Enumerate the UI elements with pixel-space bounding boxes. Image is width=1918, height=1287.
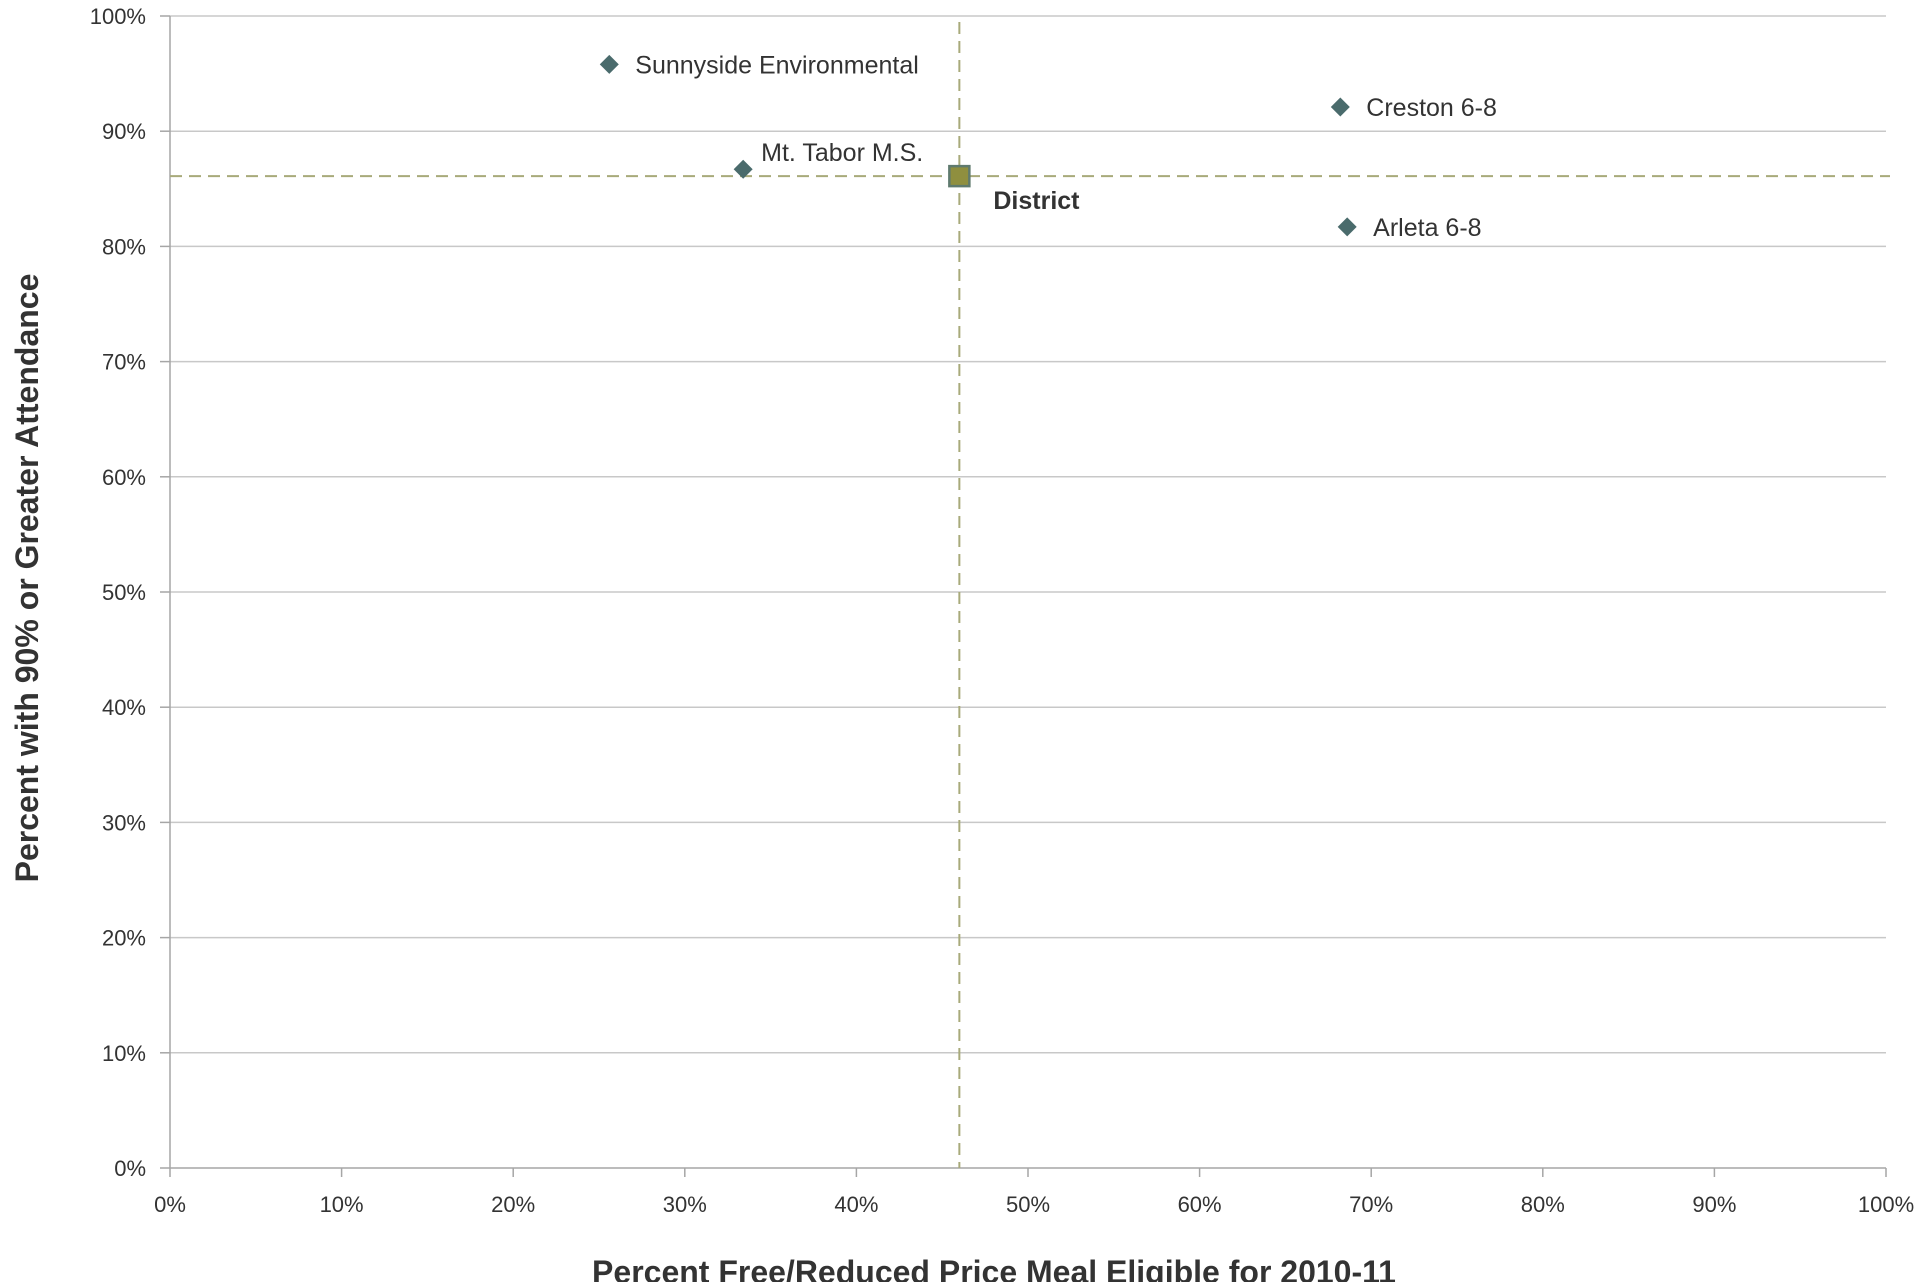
point-label-sunnyside-environmental: Sunnyside Environmental <box>635 51 919 79</box>
x-tick-label: 40% <box>834 1192 878 1217</box>
point-label-mt-tabor-m-s: Mt. Tabor M.S. <box>761 139 923 167</box>
x-tick-label: 30% <box>663 1192 707 1217</box>
x-tick-label: 20% <box>491 1192 535 1217</box>
y-axis-title: Percent with 90% or Greater Attendance <box>9 274 45 883</box>
x-tick-label: 10% <box>320 1192 364 1217</box>
gridlines <box>170 15 1886 1054</box>
point-label-creston-6-8: Creston 6-8 <box>1366 94 1497 122</box>
y-tick-label: 60% <box>102 465 146 490</box>
y-tick-label: 10% <box>102 1041 146 1066</box>
x-tick-label: 50% <box>1006 1192 1050 1217</box>
y-tick-label: 90% <box>102 119 146 144</box>
axes <box>160 15 1887 1177</box>
data-points <box>599 54 1357 237</box>
y-tick-label: 70% <box>102 350 146 375</box>
x-tick-label: 0% <box>154 1192 186 1217</box>
x-tick-label: 100% <box>1858 1192 1914 1217</box>
y-tick-label: 40% <box>102 695 146 720</box>
y-tick-label: 80% <box>102 234 146 259</box>
x-tick-labels: 0% 10% 20% 30% 40% 50% 60% 70% 80% 90% 100% <box>154 1192 1914 1217</box>
point-district <box>948 164 971 188</box>
point-labels: Sunnyside Environmental Creston 6-8 Mt. Ta… <box>635 51 1497 241</box>
x-axis-title: Percent Free/Reduced Price Meal Eligible… <box>592 1254 1396 1282</box>
y-tick-label: 20% <box>102 926 146 951</box>
x-tick-label: 90% <box>1692 1192 1736 1217</box>
point-arleta-6-8 <box>1337 217 1357 237</box>
y-tick-label: 50% <box>102 580 146 605</box>
y-tick-label: 100% <box>90 4 146 29</box>
y-tick-labels: 0% 10% 20% 30% 40% 50% 60% 70% 80% 90% 100% <box>90 4 146 1181</box>
point-mt-tabor-m-s <box>733 159 753 179</box>
y-tick-label: 30% <box>102 810 146 835</box>
x-tick-label: 80% <box>1521 1192 1565 1217</box>
point-creston-6-8 <box>1330 97 1350 117</box>
point-sunnyside-environmental <box>599 54 619 74</box>
point-label-district: District <box>993 187 1080 215</box>
point-label-arleta-6-8: Arleta 6-8 <box>1373 214 1481 242</box>
x-tick-label: 70% <box>1349 1192 1393 1217</box>
reference-lines <box>170 22 1890 1168</box>
y-tick-label: 0% <box>114 1156 146 1181</box>
x-tick-label: 60% <box>1178 1192 1222 1217</box>
